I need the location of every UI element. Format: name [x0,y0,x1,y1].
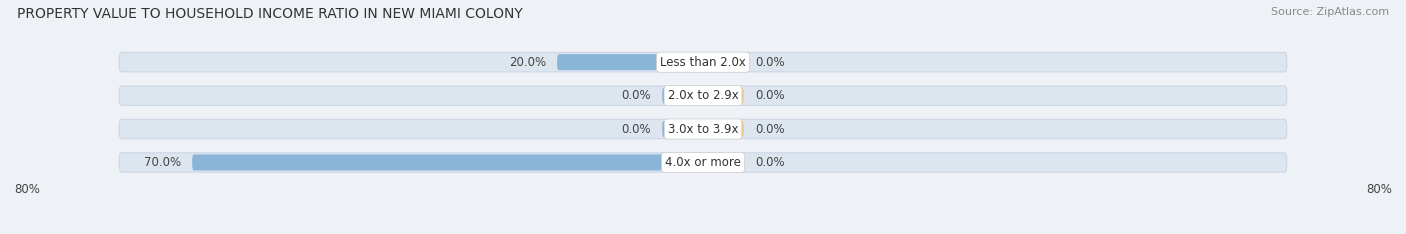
Text: 0.0%: 0.0% [755,89,785,102]
Text: Source: ZipAtlas.com: Source: ZipAtlas.com [1271,7,1389,17]
Text: 0.0%: 0.0% [621,89,651,102]
Text: 0.0%: 0.0% [755,156,785,169]
Text: Less than 2.0x: Less than 2.0x [659,56,747,69]
FancyBboxPatch shape [120,52,1286,72]
FancyBboxPatch shape [662,88,703,104]
FancyBboxPatch shape [120,86,1286,105]
Text: 0.0%: 0.0% [755,56,785,69]
FancyBboxPatch shape [703,154,744,171]
Text: 3.0x to 3.9x: 3.0x to 3.9x [668,123,738,135]
Text: 80%: 80% [1367,183,1392,196]
FancyBboxPatch shape [120,153,1286,172]
FancyBboxPatch shape [120,119,1286,139]
Text: 20.0%: 20.0% [509,56,546,69]
Text: 80%: 80% [14,183,39,196]
FancyBboxPatch shape [703,88,744,104]
Text: 0.0%: 0.0% [755,123,785,135]
Text: 2.0x to 2.9x: 2.0x to 2.9x [668,89,738,102]
FancyBboxPatch shape [662,121,703,137]
FancyBboxPatch shape [703,121,744,137]
FancyBboxPatch shape [703,54,744,70]
FancyBboxPatch shape [557,54,703,70]
Text: PROPERTY VALUE TO HOUSEHOLD INCOME RATIO IN NEW MIAMI COLONY: PROPERTY VALUE TO HOUSEHOLD INCOME RATIO… [17,7,523,21]
FancyBboxPatch shape [193,154,703,171]
Text: 4.0x or more: 4.0x or more [665,156,741,169]
Text: 70.0%: 70.0% [143,156,181,169]
Text: 0.0%: 0.0% [621,123,651,135]
